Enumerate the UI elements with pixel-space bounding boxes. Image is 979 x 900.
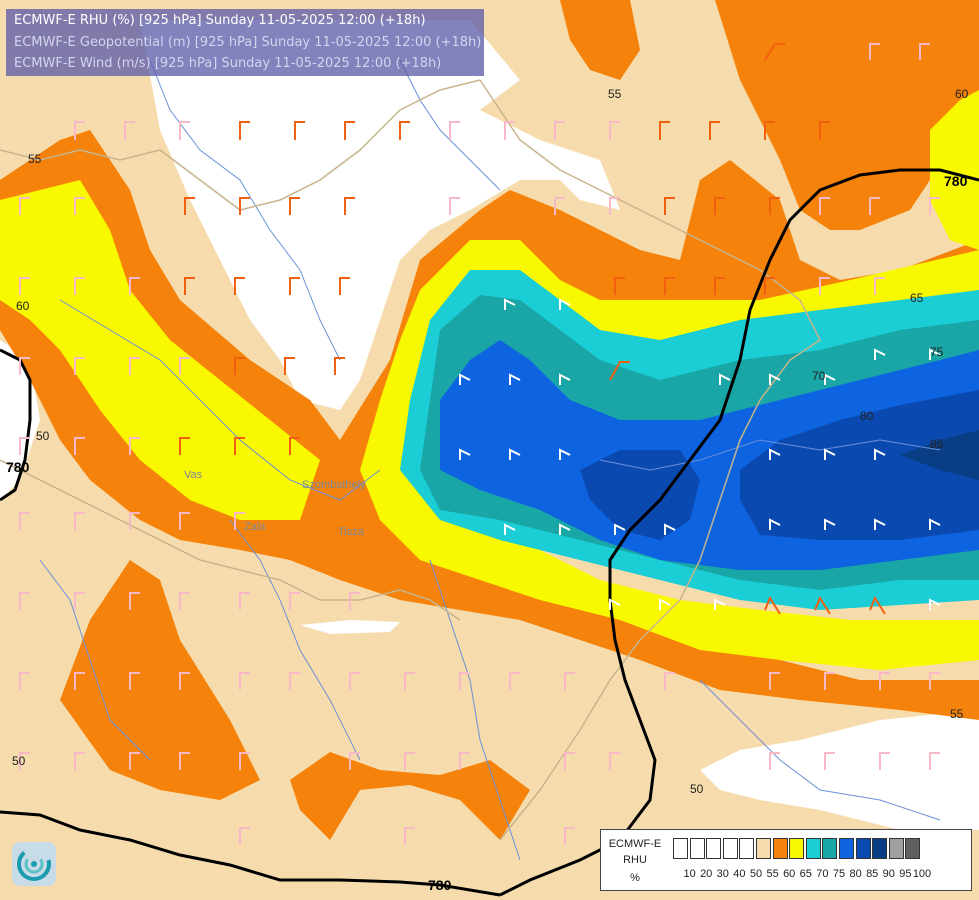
legend-swatch [689,838,705,859]
geopotential-line-east [499,168,979,897]
rhu-label-55-southeast: 55 [950,707,964,721]
legend-tick: 20 [700,868,713,880]
legend-tick: 75 [832,868,846,880]
legend-swatch [772,838,788,859]
legend-swatch [855,838,871,859]
rhu-area-65-center [360,240,979,670]
rhu-area-60-southwest [60,560,260,800]
geopotential-line-south [0,810,501,897]
rhu-label-65: 65 [910,291,924,305]
legend-title-variable: RHU [623,854,647,866]
rhu-label-60-west: 60 [16,299,30,313]
rhu-label-75: 75 [930,345,944,359]
legend-tick: 40 [733,868,746,880]
rhu-label-85: 85 [930,437,944,451]
rhu-area-below-55-small [300,620,400,634]
legend-tick: 65 [799,868,812,880]
title-rhu: ECMWF-E RHU (%) [925 hPa] Sunday 11-05-2… [14,13,426,28]
rhu-label-50-south: 50 [690,782,704,796]
map-title-box: ECMWF-E RHU (%) [925 hPa] Sunday 11-05-2… [6,9,484,76]
rhu-area-60-west [0,130,979,720]
rhu-label-70: 70 [812,369,826,383]
rhu-label-55-west: 55 [28,152,42,166]
rhu-label-50-southwest: 50 [12,754,26,768]
place-label-vas: Vas [184,469,203,481]
legend-tick: 30 [716,868,729,880]
legend-tick: 85 [866,868,879,880]
legend-swatch [789,838,805,859]
legend-tick: 95 [899,868,912,880]
rhu-label-55-north: 55 [608,87,622,101]
rhu-area-85-center [580,450,700,540]
place-label-tisza: Tisza [338,526,365,538]
legend-swatch [905,838,921,859]
rhu-area-90 [900,430,979,480]
legend-title-model: ECMWF-E [608,838,662,850]
geopotential-label-780-east: 780 [944,173,968,189]
geopotential-label-780-west: 780 [6,459,30,475]
place-label-zala: Zala [244,521,266,533]
rhu-area-65-east [930,90,979,250]
legend-swatch [722,838,738,859]
rhu-area-85-east [740,390,979,540]
rhu-area-60-north [560,0,640,80]
title-geopotential: ECMWF-E Geopotential (m) [925 hPa] Sunda… [14,35,482,50]
rivers [39,59,941,861]
rhu-label-60-northeast: 60 [955,87,969,101]
rhu-label-80: 80 [860,409,874,423]
legend-swatch [888,838,904,859]
legend-tick: 100 [912,868,932,880]
rhu-area-60-northeast [715,0,979,230]
legend-swatch [739,838,755,859]
legend-swatch [805,838,821,859]
legend-title-unit: % [630,872,640,884]
legend-tick: 90 [882,868,895,880]
rhu-area-below-55-north [140,20,620,410]
ecmwf-swirl-logo-icon [12,842,56,886]
title-wind: ECMWF-E Wind (m/s) [925 hPa] Sunday 11-0… [14,56,442,71]
legend-tick: 60 [783,868,796,880]
legend-swatch [839,838,854,859]
rhu-legend: ECMWF-E RHU % 10 20 30 40 50 55 60 65 70 75 80 85 90… [600,829,972,891]
wind-barbs [19,43,941,845]
legend-tick: 50 [749,868,763,880]
place-label-szombathely: Szombathely [302,479,366,491]
geopotential-label-780-south: 780 [428,877,452,893]
legend-tick: 70 [816,868,829,880]
legend-swatch [756,838,771,859]
rhu-area-below-55-southeast [700,710,979,830]
rhu-label-50-west: 50 [36,429,50,443]
rhu-area-60-south-center [290,752,530,840]
legend-swatch [706,838,722,859]
legend-swatch [822,838,838,859]
legend-swatch [872,838,888,859]
legend-tick: 55 [766,868,779,880]
rhu-area-65-west [0,180,320,520]
legend-tick: 80 [849,868,862,880]
legend-swatch [673,838,688,859]
legend-tick: 10 [683,868,696,880]
